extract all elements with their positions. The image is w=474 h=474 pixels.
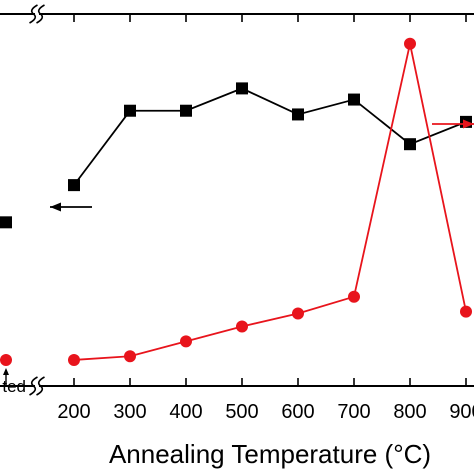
data-point-square — [236, 82, 248, 95]
x-tick-label: 800 — [393, 401, 426, 423]
x-axis-title: Annealing Temperature (°C) — [109, 439, 431, 469]
left-axis-arrow — [50, 202, 92, 212]
reference-label: ted — [2, 377, 26, 396]
series-line — [73, 43, 467, 361]
x-tick-label: 200 — [57, 401, 90, 423]
data-point-square — [180, 104, 192, 117]
reference-pointer-head — [3, 368, 9, 375]
data-point-square — [292, 108, 304, 121]
data-point-square — [68, 179, 80, 192]
data-point-square — [404, 138, 416, 151]
data-point-circle — [348, 290, 360, 303]
data-point-circle — [236, 320, 248, 333]
x-tick-label: 900 — [449, 401, 474, 423]
data-point-circle — [68, 353, 80, 366]
data-point-circle — [404, 37, 416, 50]
x-tick-label: 300 — [113, 401, 146, 423]
data-point-circle — [124, 350, 136, 363]
series-line — [73, 87, 467, 186]
data-point-circle — [180, 335, 192, 348]
reference-point-square — [0, 216, 12, 229]
bottom-axis-break — [29, 376, 45, 396]
x-tick-label: 400 — [169, 401, 202, 423]
x-tick-label: 500 — [225, 401, 258, 423]
x-tick-label: 700 — [337, 401, 370, 423]
top-axis-break — [29, 4, 45, 24]
x-tick-label: 600 — [281, 401, 314, 423]
data-point-circle — [292, 307, 304, 320]
right-axis-arrow — [432, 119, 474, 129]
data-point-square — [348, 93, 360, 106]
reference-point-circle — [0, 353, 12, 366]
data-point-square — [124, 104, 136, 117]
data-point-circle — [460, 305, 472, 318]
